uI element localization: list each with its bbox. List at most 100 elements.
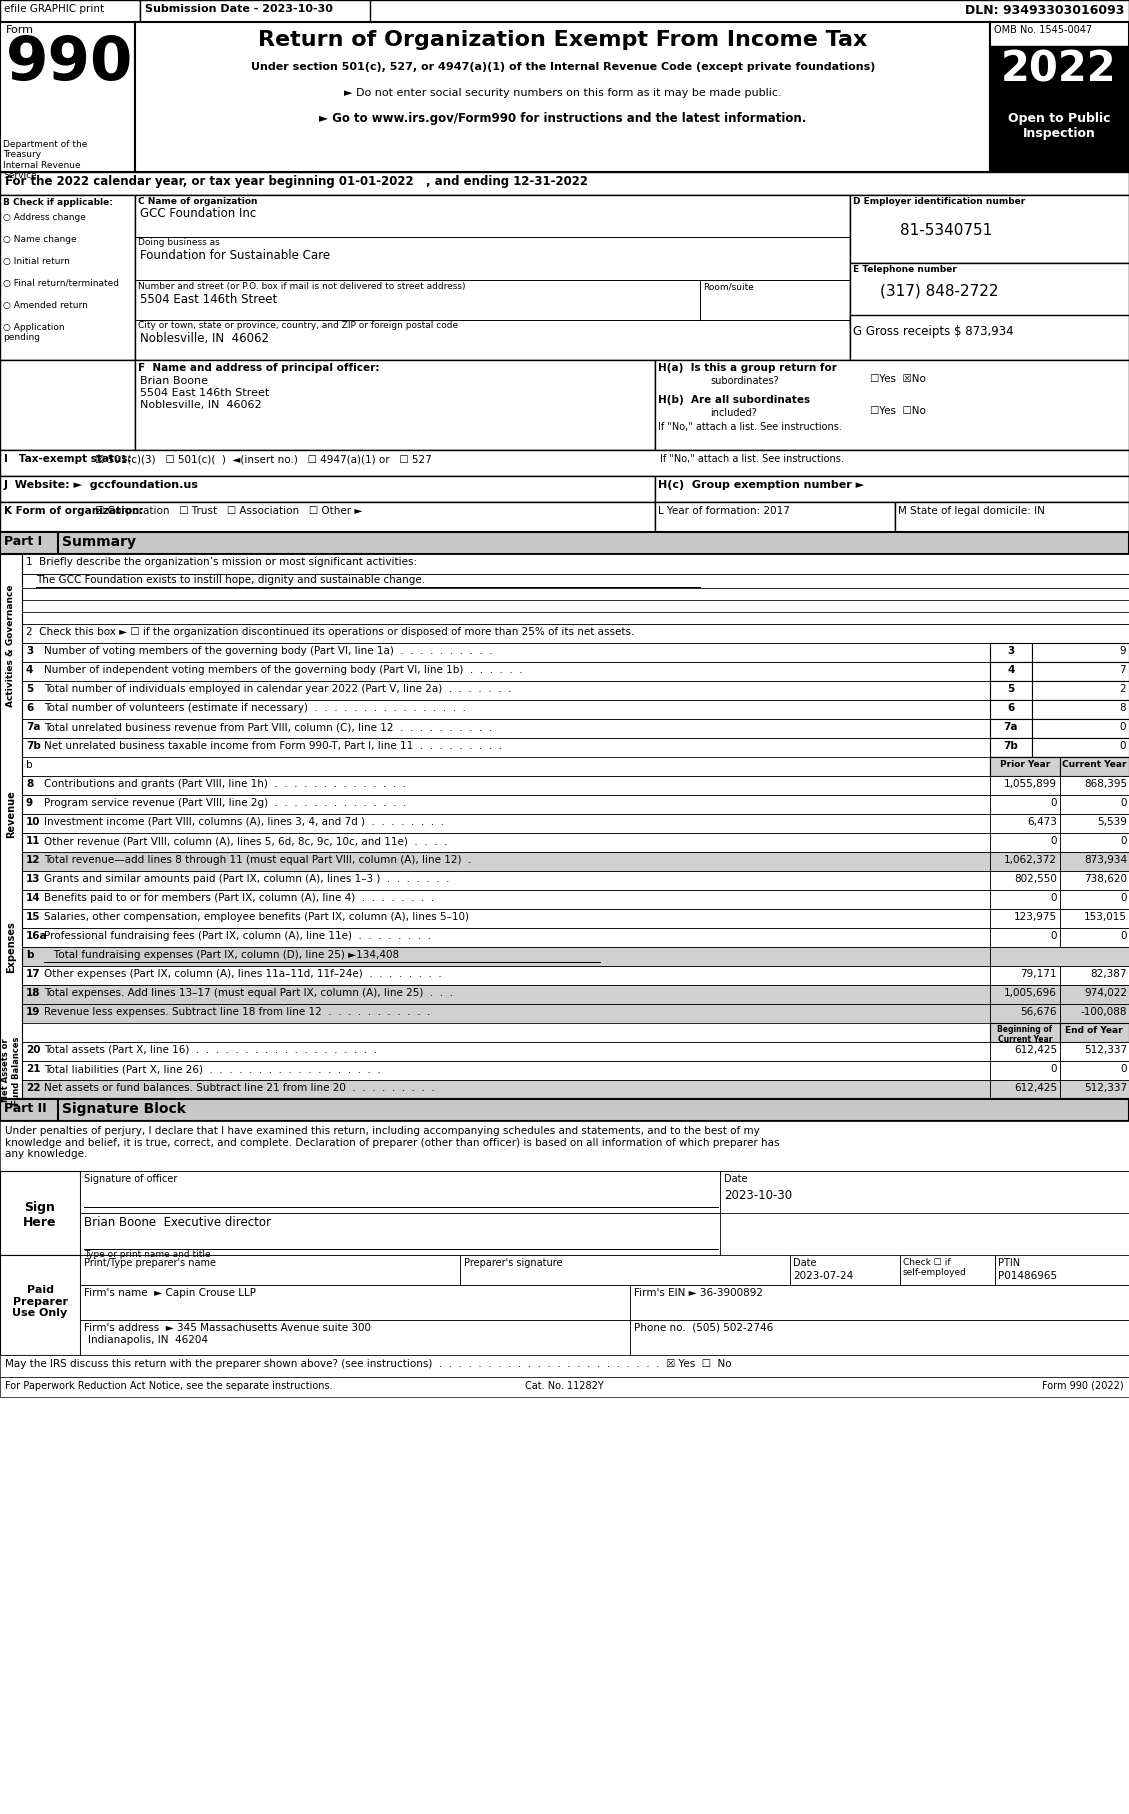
Text: Firm's address  ► 345 Massachusetts Avenue suite 300: Firm's address ► 345 Massachusetts Avenu…: [84, 1322, 371, 1333]
Text: subordinates?: subordinates?: [710, 375, 779, 386]
Bar: [135, 359, 655, 450]
Bar: [990, 45, 1129, 102]
Text: Indianapolis, IN  46204: Indianapolis, IN 46204: [88, 1335, 208, 1344]
Text: 0: 0: [1120, 798, 1127, 807]
Bar: [0, 194, 135, 359]
Text: GCC Foundation Inc: GCC Foundation Inc: [140, 207, 256, 219]
Text: May the IRS discuss this return with the preparer shown above? (see instructions: May the IRS discuss this return with the…: [5, 1359, 732, 1370]
Bar: [990, 1003, 1060, 1023]
Text: D Employer identification number: D Employer identification number: [854, 198, 1025, 207]
Text: Noblesville, IN  46062: Noblesville, IN 46062: [140, 332, 269, 345]
Text: Phone no.  (505) 502-2746: Phone no. (505) 502-2746: [634, 1322, 773, 1333]
Bar: [990, 891, 1060, 909]
Text: OMB No. 1545-0047: OMB No. 1545-0047: [994, 25, 1092, 34]
Bar: [21, 776, 990, 795]
Text: Check ☐ if
self-employed: Check ☐ if self-employed: [903, 1257, 966, 1277]
Text: Total liabilities (Part X, line 26)  .  .  .  .  .  .  .  .  .  .  .  .  .  .  .: Total liabilities (Part X, line 26) . . …: [44, 1065, 380, 1074]
Bar: [21, 1023, 990, 1041]
Text: 8: 8: [1119, 704, 1126, 713]
Text: 14: 14: [26, 892, 41, 903]
Text: Submission Date - 2023-10-30: Submission Date - 2023-10-30: [145, 4, 333, 15]
Text: K Form of organization:: K Form of organization:: [5, 506, 143, 515]
Text: 5,539: 5,539: [1097, 816, 1127, 827]
Text: -100,088: -100,088: [1080, 1007, 1127, 1018]
Text: Program service revenue (Part VIII, line 2g)  .  .  .  .  .  .  .  .  .  .  .  .: Program service revenue (Part VIII, line…: [44, 798, 406, 807]
Text: G Gross receipts $ 873,934: G Gross receipts $ 873,934: [854, 325, 1014, 337]
Bar: [720, 1172, 1129, 1214]
Bar: [21, 967, 990, 985]
Text: Total number of volunteers (estimate if necessary)  .  .  .  .  .  .  .  .  .  .: Total number of volunteers (estimate if …: [44, 704, 466, 713]
Text: 2023-07-24: 2023-07-24: [793, 1272, 854, 1281]
Bar: [21, 700, 990, 718]
Text: Total fundraising expenses (Part IX, column (D), line 25) ►134,408: Total fundraising expenses (Part IX, col…: [44, 951, 400, 960]
Bar: [1060, 776, 1129, 795]
Text: H(b)  Are all subordinates: H(b) Are all subordinates: [658, 395, 811, 405]
Bar: [21, 833, 990, 853]
Bar: [21, 588, 1129, 600]
Bar: [990, 853, 1060, 871]
Bar: [1060, 871, 1129, 891]
Bar: [990, 967, 1060, 985]
Text: E Telephone number: E Telephone number: [854, 265, 956, 274]
Bar: [995, 1255, 1129, 1284]
Text: 2: 2: [1119, 684, 1126, 695]
Text: City or town, state or province, country, and ZIP or foreign postal code: City or town, state or province, country…: [138, 321, 458, 330]
Text: 18: 18: [26, 989, 41, 998]
Bar: [990, 1023, 1060, 1041]
Text: 7b: 7b: [26, 740, 41, 751]
Text: 11: 11: [26, 836, 41, 845]
Text: C Name of organization: C Name of organization: [138, 198, 257, 207]
Text: 612,425: 612,425: [1014, 1083, 1057, 1094]
Text: 6: 6: [26, 704, 33, 713]
Bar: [990, 662, 1032, 680]
Text: 7a: 7a: [1004, 722, 1018, 733]
Bar: [0, 532, 58, 553]
Bar: [135, 22, 990, 172]
Bar: [990, 642, 1032, 662]
Text: Cat. No. 11282Y: Cat. No. 11282Y: [525, 1380, 603, 1391]
Text: included?: included?: [710, 408, 756, 417]
Text: 4: 4: [1007, 666, 1015, 675]
Text: 2023-10-30: 2023-10-30: [724, 1188, 793, 1203]
Text: 6,473: 6,473: [1027, 816, 1057, 827]
Text: 802,550: 802,550: [1014, 874, 1057, 883]
Text: 123,975: 123,975: [1014, 912, 1057, 922]
Text: Salaries, other compensation, employee benefits (Part IX, column (A), lines 5–10: Salaries, other compensation, employee b…: [44, 912, 469, 922]
Bar: [1060, 1061, 1129, 1079]
Text: 1,055,899: 1,055,899: [1004, 778, 1057, 789]
Bar: [0, 1172, 80, 1255]
Text: 974,022: 974,022: [1084, 989, 1127, 998]
Bar: [990, 947, 1129, 967]
Text: Expenses: Expenses: [6, 922, 16, 972]
Bar: [1060, 833, 1129, 853]
Text: 0: 0: [1120, 740, 1126, 751]
Bar: [1060, 985, 1129, 1003]
Bar: [630, 1284, 1129, 1321]
Bar: [460, 1255, 790, 1284]
Bar: [655, 475, 1129, 502]
Text: 0: 0: [1050, 1065, 1057, 1074]
Bar: [1060, 756, 1129, 776]
Text: Form 990 (2022): Form 990 (2022): [1042, 1380, 1124, 1391]
Text: For Paperwork Reduction Act Notice, see the separate instructions.: For Paperwork Reduction Act Notice, see …: [5, 1380, 333, 1391]
Bar: [21, 738, 990, 756]
Text: Net assets or fund balances. Subtract line 21 from line 20  .  .  .  .  .  .  . : Net assets or fund balances. Subtract li…: [44, 1083, 435, 1094]
Text: ○ Final return/terminated: ○ Final return/terminated: [3, 279, 119, 288]
Text: 0: 0: [1120, 931, 1127, 941]
Bar: [1060, 1041, 1129, 1061]
Text: 0: 0: [1120, 892, 1127, 903]
Text: ☐Yes  ☒No: ☐Yes ☒No: [870, 374, 926, 385]
Bar: [135, 194, 850, 359]
Bar: [0, 172, 1129, 194]
Text: (317) 848-2722: (317) 848-2722: [879, 283, 998, 297]
Text: Part II: Part II: [5, 1101, 46, 1116]
Bar: [850, 263, 1129, 328]
Text: 0: 0: [1050, 836, 1057, 845]
Text: 0: 0: [1050, 892, 1057, 903]
Text: 0: 0: [1120, 836, 1127, 845]
Bar: [1060, 1003, 1129, 1023]
Bar: [895, 502, 1129, 532]
Bar: [80, 1214, 720, 1255]
Bar: [21, 611, 1129, 624]
Bar: [990, 833, 1060, 853]
